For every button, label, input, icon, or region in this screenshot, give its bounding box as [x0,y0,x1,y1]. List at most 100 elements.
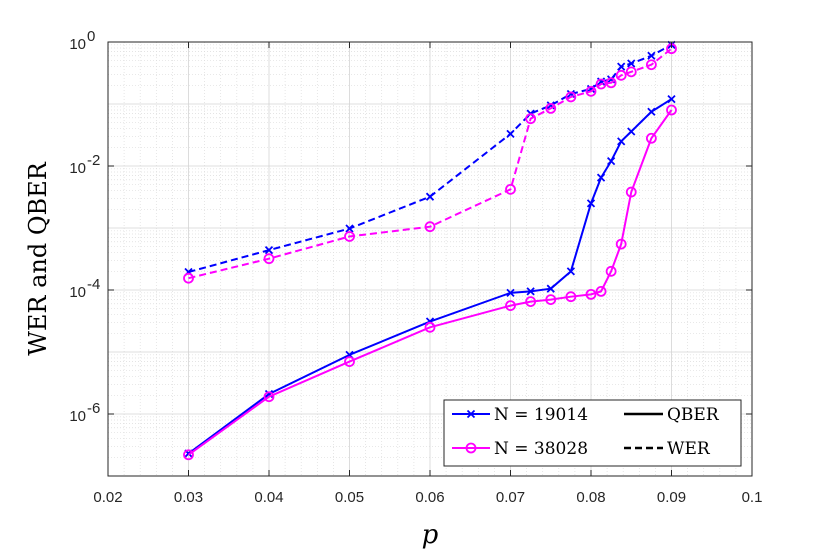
marker-stroke [264,389,274,399]
series-layer [183,40,677,461]
series-line [187,109,673,456]
y-tick-exponent: -4 [87,276,100,293]
marker-stroke [506,129,515,138]
data-point [344,231,355,242]
x-tick-label: 0.07 [496,489,525,506]
data-point [525,296,537,307]
series-wer-3 [183,43,677,284]
x-tick-label: 0.08 [576,489,605,506]
data-point [666,104,677,116]
legend-marker-1 [465,442,477,454]
data-point [617,62,626,71]
data-point [525,113,537,125]
legend-box [443,399,742,467]
data-point [606,156,616,166]
marker-stroke [566,267,576,276]
data-point [345,224,354,233]
data-point [595,78,607,90]
legend-style-label-0: QBER [667,405,720,425]
series-line [188,43,672,273]
legend-style-label-1: WER [667,439,711,459]
data-point [505,300,516,312]
data-point [505,183,516,195]
marker-stroke [526,287,535,296]
data-point [183,272,194,284]
data-point [545,294,557,306]
legend-label-0: N = 19014 [494,405,588,425]
x-tick-labels: 0.02 0.03 0.04 0.05 0.06 0.07 0.08 0.09 0.1 [93,489,762,506]
legend-marker-0 [466,409,476,419]
marker-stroke [627,59,636,68]
data-point [605,77,617,89]
x-tick-label: 0.1 [742,489,763,506]
y-tick-exponent: 0 [87,28,95,45]
y-tick-label: 10 [69,160,86,177]
marker-stroke [617,62,626,71]
marker-stroke [617,137,626,146]
x-tick-label: 0.05 [335,489,364,506]
x-tick-label: 0.04 [254,489,283,506]
series-qber-0 [184,94,676,458]
data-point [263,253,275,265]
x-tick-label: 0.02 [93,489,122,506]
data-point [566,267,576,276]
y-tick-label: 10 [69,36,86,53]
marker-stroke [606,75,616,84]
x-axis-title: p [422,520,439,550]
data-point [425,192,435,201]
marker-stroke [566,89,576,99]
marker-stroke [345,224,354,233]
data-point [605,265,617,277]
data-point [617,137,626,146]
data-point [647,107,656,116]
marker-stroke [627,127,636,136]
marker-stroke [596,173,606,182]
tick-marks [107,41,753,476]
data-point [344,356,355,368]
x-tick-label: 0.03 [174,489,203,506]
data-point [565,291,577,303]
data-point [263,391,275,403]
y-tick-label: 10 [69,408,86,425]
data-point [424,221,436,233]
data-point [546,284,555,293]
data-point [647,51,656,60]
x-tick-label: 0.09 [657,489,686,506]
series-line [188,47,673,280]
data-point [424,321,436,333]
data-point [506,288,515,297]
marker-stroke [425,192,435,201]
data-point [585,85,597,97]
data-point [596,173,606,182]
data-point [625,66,637,78]
y-tick-label: 10 [69,284,86,301]
data-point [586,199,596,208]
legend-label-1: N = 38028 [494,439,588,459]
data-point [615,238,627,250]
data-point [645,59,657,71]
data-point [625,186,637,198]
marker-stroke [586,199,596,208]
marker-stroke [264,245,274,255]
data-point [585,288,597,300]
marker-stroke [647,51,656,60]
y-tick-exponent: -6 [87,400,100,417]
data-point [667,94,676,104]
series-qber-1 [183,104,677,461]
data-point [565,91,577,103]
data-point [645,132,657,144]
legend-marker-glyph [466,409,476,419]
data-point [183,449,194,461]
marker-stroke [546,284,555,293]
marker-stroke [546,101,555,110]
data-point [615,69,627,81]
data-point [506,129,515,138]
marker-stroke [466,409,476,419]
legend: N = 19014 N = 38028 QBER WER [443,399,742,467]
x-tick-label: 0.06 [415,489,444,506]
data-point [545,102,557,114]
data-point [627,59,636,68]
marker-stroke [667,94,676,104]
